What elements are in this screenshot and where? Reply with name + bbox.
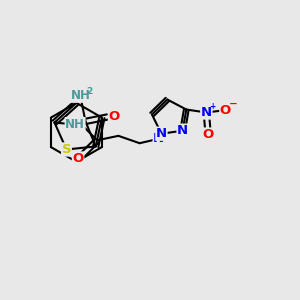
Text: S: S [62, 143, 71, 156]
Text: N: N [201, 106, 212, 119]
Text: +: + [209, 102, 215, 111]
Text: NH: NH [71, 89, 91, 102]
Text: O: O [72, 152, 84, 165]
Text: NH: NH [65, 118, 85, 130]
Text: N: N [156, 127, 167, 140]
Text: O: O [202, 128, 213, 141]
Text: N: N [177, 124, 188, 137]
Text: O: O [220, 103, 231, 117]
Text: N: N [153, 132, 164, 145]
Text: −: − [229, 99, 238, 109]
Text: O: O [108, 110, 120, 124]
Text: 2: 2 [86, 87, 92, 96]
